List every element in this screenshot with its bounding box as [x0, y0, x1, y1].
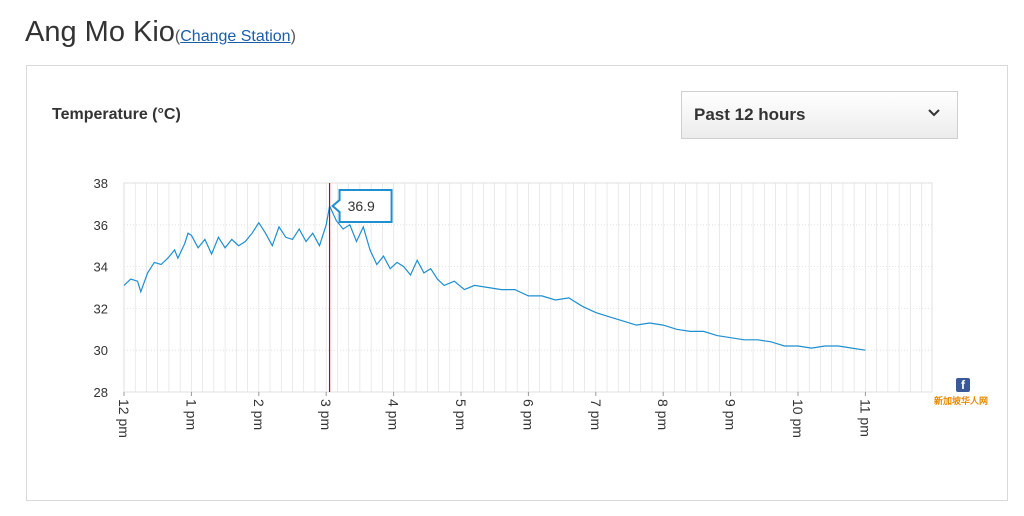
y-tick-label: 38 — [94, 176, 108, 191]
x-tick-label: 10 pm — [790, 399, 806, 438]
chevron-down-icon — [928, 109, 940, 117]
plot-area — [123, 182, 933, 393]
paren-open: ( — [174, 28, 181, 45]
station-name: Ang Mo Kio — [25, 16, 175, 48]
x-tick-label: 1 pm — [183, 399, 199, 430]
y-tick-label: 28 — [94, 385, 108, 400]
watermark-text: 新加坡华人网 — [933, 397, 988, 407]
x-tick-label: 8 pm — [655, 399, 671, 430]
x-tick-label: 9 pm — [723, 399, 739, 430]
x-tick-label: 3 pm — [318, 399, 334, 430]
x-tick-label: 6 pm — [520, 399, 536, 430]
x-tick-label: 2 pm — [251, 399, 267, 430]
tooltip-box — [331, 189, 393, 223]
paren-close: ) — [290, 28, 296, 45]
x-tick-label: 7 pm — [588, 399, 604, 430]
metric-label: Temperature (°C) — [52, 106, 181, 123]
y-tick-label: 34 — [94, 260, 108, 275]
x-tick-label: 11 pm — [857, 399, 873, 437]
y-tick-label: 30 — [94, 343, 108, 358]
y-tick-label: 32 — [94, 301, 108, 316]
tooltip-value: 36.9 — [348, 198, 375, 214]
facebook-icon: f — [956, 378, 970, 392]
y-tick-label: 36 — [94, 218, 108, 233]
x-tick-label: 5 pm — [453, 399, 469, 430]
x-tick-label: 12 pm — [116, 399, 132, 438]
time-range-select[interactable]: Past 12 hours — [681, 91, 958, 139]
station-title: Ang Mo Kio(Change Station) — [25, 16, 296, 49]
watermark-logo: f 新加坡华人网 — [928, 378, 994, 410]
change-station-link[interactable]: Change Station — [180, 28, 291, 45]
temperature-line — [123, 204, 866, 351]
time-range-selected: Past 12 hours — [694, 105, 806, 124]
x-tick-label: 4 pm — [386, 399, 402, 430]
